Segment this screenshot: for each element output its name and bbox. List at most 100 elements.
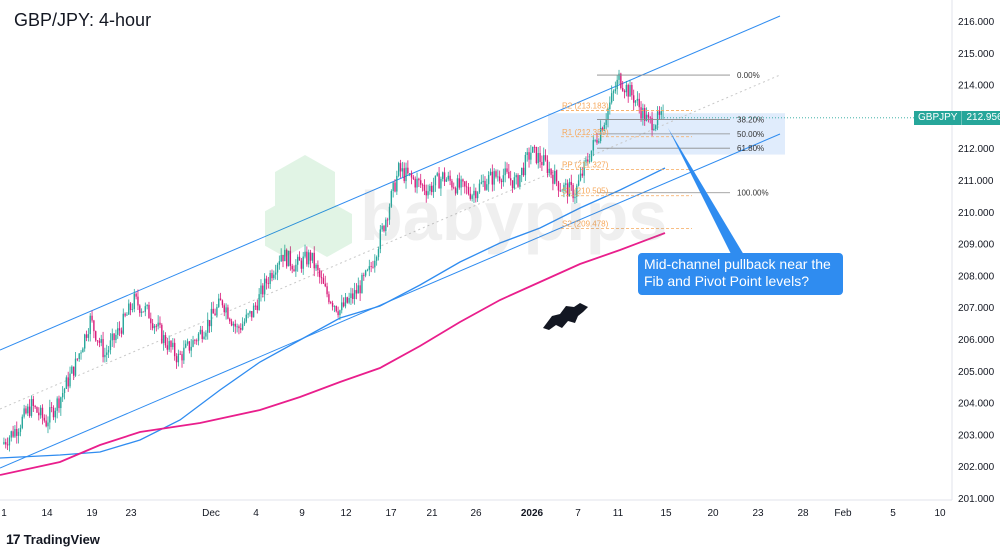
candle-body xyxy=(535,146,538,164)
candle-body xyxy=(607,108,609,120)
candle-body xyxy=(129,303,132,310)
candle-body xyxy=(396,175,398,192)
candle-body xyxy=(386,219,389,221)
candle-body xyxy=(640,107,642,119)
candle-body xyxy=(443,172,446,182)
candle-body xyxy=(291,265,293,270)
babypips-watermark: babypips xyxy=(260,155,725,270)
candle-body xyxy=(532,146,534,153)
candle-body xyxy=(418,178,420,181)
candle-body xyxy=(27,406,29,414)
tradingview-footer: 17 TradingView xyxy=(6,531,100,547)
candle-body xyxy=(587,159,589,162)
candle-body xyxy=(113,333,115,341)
candle-body xyxy=(629,84,631,97)
candle-body xyxy=(162,335,165,344)
candle-body xyxy=(508,171,510,179)
candle-body xyxy=(203,336,205,339)
pivot-level-label: PP (211.327) xyxy=(562,161,609,170)
channel-upper-line xyxy=(0,15,781,351)
candle-body xyxy=(577,180,580,186)
candle-body xyxy=(651,117,653,131)
price-tick-label: 202.000 xyxy=(958,462,995,473)
time-tick-label: 7 xyxy=(575,508,581,519)
candle-body xyxy=(298,256,301,261)
candle-body xyxy=(588,160,591,162)
candle-body xyxy=(245,314,247,322)
candle-body xyxy=(548,168,550,174)
time-tick-label: 15 xyxy=(660,508,672,519)
candle-body xyxy=(181,354,183,361)
candle-body xyxy=(58,398,60,409)
svg-text:babypips: babypips xyxy=(360,177,667,255)
candle-body xyxy=(251,311,253,318)
candle-body xyxy=(574,196,576,199)
time-tick-label: 28 xyxy=(797,508,809,519)
annotation-callout: Mid-channel pullback near the Fib and Pi… xyxy=(638,253,843,295)
candle-body xyxy=(157,322,159,327)
candle-body xyxy=(218,298,220,307)
candle-body xyxy=(541,161,543,166)
candle-body xyxy=(335,306,337,312)
candle-body xyxy=(509,178,512,181)
candle-body xyxy=(179,353,181,355)
candle-body xyxy=(47,422,49,427)
candle-body xyxy=(324,283,326,287)
candle-body xyxy=(278,261,281,265)
candle-body xyxy=(633,95,635,103)
price-tick-label: 208.000 xyxy=(958,271,995,282)
candle-body xyxy=(407,167,409,174)
candle-body xyxy=(50,407,53,408)
time-tick-label: 23 xyxy=(125,508,137,519)
candle-body xyxy=(434,175,437,186)
candle-body xyxy=(559,190,561,192)
candle-body xyxy=(133,293,135,310)
candle-body xyxy=(337,311,339,316)
time-tick-label: 12 xyxy=(340,508,352,519)
last-price-badge: GBPJPY 212.956 xyxy=(914,111,1000,125)
candle-body xyxy=(36,407,38,413)
price-tick-label: 206.000 xyxy=(958,335,995,346)
candle-body xyxy=(521,167,523,176)
bull-silhouette xyxy=(543,303,588,330)
candle-body xyxy=(475,190,477,199)
candle-body xyxy=(383,225,385,232)
candle-body xyxy=(229,318,231,322)
candle-body xyxy=(375,257,378,261)
candle-body xyxy=(451,180,453,188)
candle-body xyxy=(74,358,77,376)
candle-body xyxy=(199,329,202,334)
candle-body xyxy=(271,273,273,279)
candle-body xyxy=(493,171,495,185)
candle-body xyxy=(126,314,128,316)
candle-body xyxy=(260,285,262,295)
candle-body xyxy=(609,102,611,109)
candle-body xyxy=(124,313,126,316)
pivot-level-label: S2 (209.478) xyxy=(562,219,609,228)
candle-body xyxy=(649,117,651,119)
candle-body xyxy=(5,442,7,445)
candle-body xyxy=(342,302,345,307)
time-tick-label: 26 xyxy=(470,508,482,519)
candle-body xyxy=(267,283,270,285)
candle-body xyxy=(308,252,310,265)
candle-body xyxy=(519,175,521,187)
candle-body xyxy=(140,311,143,313)
candle-body xyxy=(25,408,27,414)
candle-body xyxy=(328,294,330,303)
candle-body xyxy=(98,340,101,343)
candle-body xyxy=(243,321,246,325)
candle-body xyxy=(440,178,442,189)
candle-body xyxy=(454,188,457,194)
candle-body xyxy=(221,300,224,306)
candle-body xyxy=(596,139,598,143)
candle-body xyxy=(54,410,57,418)
candle-body xyxy=(599,127,602,142)
candle-body xyxy=(315,264,317,269)
candle-body xyxy=(473,190,475,196)
candle-body xyxy=(61,393,64,398)
candle-body xyxy=(12,431,14,437)
candle-body xyxy=(432,185,435,193)
candle-body xyxy=(647,114,650,118)
